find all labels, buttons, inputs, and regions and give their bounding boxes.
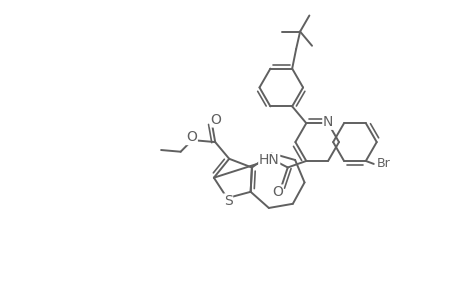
Text: N: N: [322, 115, 333, 129]
Text: O: O: [186, 130, 197, 145]
Text: HN: HN: [258, 153, 279, 167]
Text: O: O: [210, 113, 221, 127]
Text: O: O: [271, 185, 282, 199]
Text: S: S: [223, 194, 232, 208]
Text: Br: Br: [376, 158, 390, 170]
